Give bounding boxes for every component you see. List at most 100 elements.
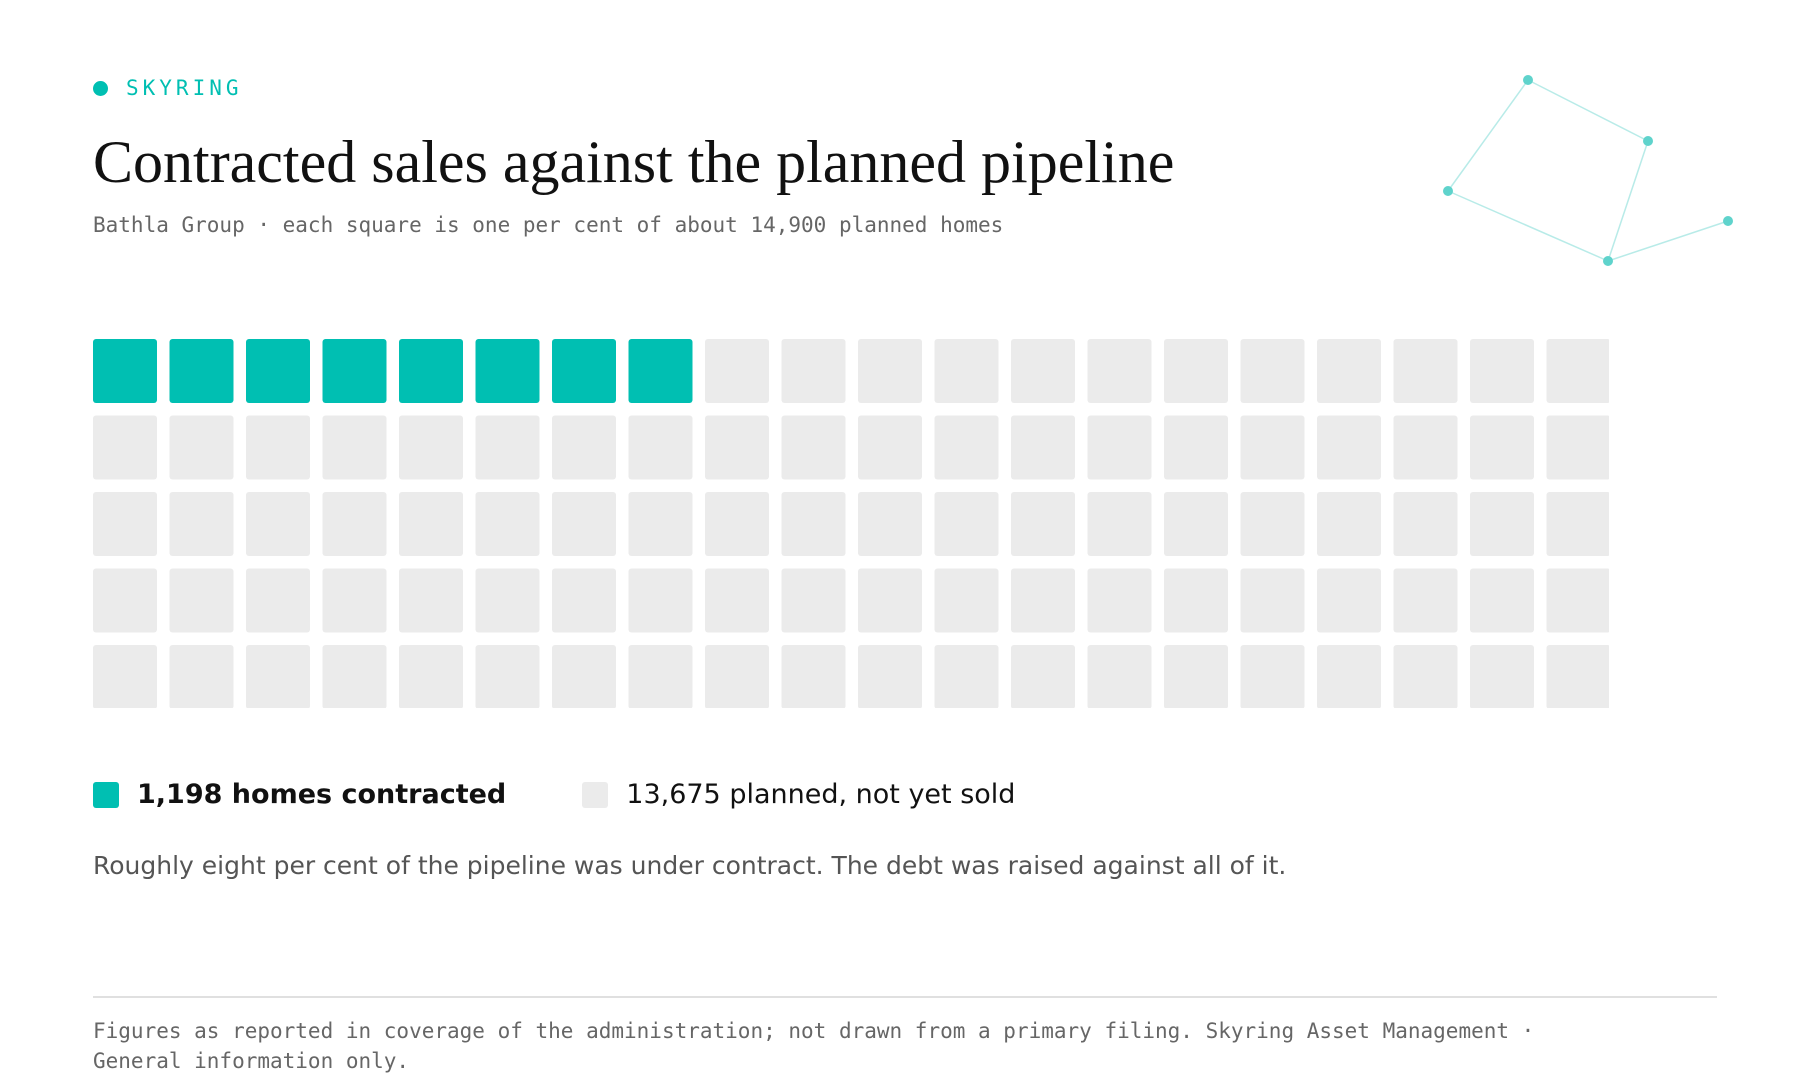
waffle-square-unsold [705,645,769,708]
waffle-chart [93,339,1609,708]
brand-dot-icon [93,80,108,96]
waffle-square-unsold [169,492,234,556]
waffle-square-unsold [399,645,463,708]
waffle-square-unsold [705,492,769,556]
waffle-square-unsold [169,645,234,708]
waffle-square-unsold [1470,568,1534,633]
waffle-square-unsold [1470,339,1534,403]
waffle-square-contracted [628,339,693,403]
waffle-square-unsold [552,645,616,708]
waffle-square-unsold [628,645,693,708]
waffle-square-unsold [1393,339,1458,403]
waffle-square-unsold [1011,339,1075,403]
waffle-square-unsold [858,568,922,633]
waffle-square-contracted [93,339,157,403]
legend-swatch-contracted [93,781,119,808]
legend-item-unsold: 13,675 planned, not yet sold [582,779,1015,810]
waffle-square-unsold [246,415,310,480]
waffle-square-unsold [322,645,387,708]
waffle-square-unsold [552,492,616,556]
waffle-square-unsold [1164,645,1228,708]
waffle-square-unsold [1011,568,1075,633]
waffle-square-unsold [1546,339,1609,403]
legend-label-unsold: 13,675 planned, not yet sold [626,779,1016,810]
waffle-square-unsold [1011,492,1075,556]
waffle-square-unsold [1317,568,1381,633]
waffle-square-unsold [475,568,540,633]
waffle-square-unsold [552,568,616,633]
waffle-square-unsold [1317,492,1381,556]
waffle-square-unsold [93,415,157,480]
waffle-square-unsold [1393,645,1458,708]
waffle-square-unsold [858,492,922,556]
waffle-square-unsold [1087,339,1152,403]
waffle-square-unsold [781,645,846,708]
waffle-square-unsold [1393,568,1458,633]
waffle-square-unsold [169,415,234,480]
waffle-square-unsold [169,568,234,633]
network-graphic-icon [1443,75,1733,266]
waffle-square-unsold [1317,339,1381,403]
waffle-square-unsold [93,645,157,708]
legend: 1,198 homes contracted 13,675 planned, n… [93,779,1015,810]
waffle-square-unsold [1546,568,1609,633]
waffle-square-unsold [858,339,922,403]
waffle-square-unsold [399,415,463,480]
waffle-square-unsold [934,568,999,633]
waffle-square-unsold [1393,415,1458,480]
waffle-square-unsold [552,415,616,480]
waffle-square-unsold [322,415,387,480]
waffle-square-unsold [858,415,922,480]
waffle-square-unsold [705,568,769,633]
waffle-square-unsold [1011,415,1075,480]
waffle-square-unsold [628,415,693,480]
waffle-square-contracted [552,339,616,403]
waffle-square-contracted [246,339,310,403]
waffle-square-unsold [781,568,846,633]
waffle-square-unsold [1240,492,1305,556]
waffle-square-unsold [1164,339,1228,403]
waffle-square-contracted [399,339,463,403]
waffle-square-unsold [781,492,846,556]
waffle-square-unsold [475,492,540,556]
waffle-square-unsold [934,645,999,708]
legend-item-contracted: 1,198 homes contracted [93,779,506,810]
waffle-square-unsold [1164,568,1228,633]
waffle-square-unsold [1546,415,1609,480]
waffle-square-unsold [246,568,310,633]
waffle-square-unsold [1240,415,1305,480]
waffle-square-unsold [1470,492,1534,556]
brand: SKYRING [93,76,243,100]
waffle-square-unsold [93,568,157,633]
waffle-square-unsold [934,492,999,556]
waffle-square-contracted [169,339,234,403]
waffle-square-unsold [475,645,540,708]
waffle-square-unsold [1087,415,1152,480]
waffle-square-unsold [1470,415,1534,480]
waffle-square-unsold [858,645,922,708]
chart-subtitle: Bathla Group · each square is one per ce… [93,213,1004,237]
waffle-square-unsold [705,415,769,480]
waffle-square-unsold [1546,492,1609,556]
waffle-square-unsold [475,415,540,480]
waffle-square-unsold [934,415,999,480]
waffle-square-unsold [322,568,387,633]
waffle-square-contracted [322,339,387,403]
waffle-square-unsold [1317,415,1381,480]
waffle-square-unsold [934,339,999,403]
waffle-square-unsold [1546,645,1609,708]
waffle-square-unsold [322,492,387,556]
legend-label-contracted: 1,198 homes contracted [137,779,507,810]
waffle-square-unsold [1164,415,1228,480]
footer-divider [93,996,1717,998]
waffle-square-unsold [1087,645,1152,708]
waffle-square-unsold [628,492,693,556]
waffle-square-unsold [1011,645,1075,708]
waffle-square-unsold [1317,645,1381,708]
waffle-square-unsold [93,492,157,556]
waffle-square-unsold [399,492,463,556]
chart-note: Roughly eight per cent of the pipeline w… [93,851,1287,880]
waffle-square-unsold [1087,568,1152,633]
legend-swatch-unsold [582,781,609,808]
waffle-square-unsold [705,339,769,403]
